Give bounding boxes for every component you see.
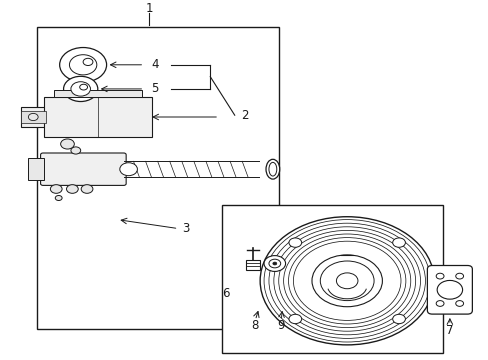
Text: 1: 1 — [145, 3, 153, 15]
Circle shape — [436, 280, 462, 299]
Circle shape — [60, 48, 106, 82]
Circle shape — [435, 301, 443, 306]
Circle shape — [455, 301, 463, 306]
Circle shape — [61, 139, 74, 149]
Text: 3: 3 — [182, 222, 189, 235]
Bar — [222, 205, 442, 353]
Circle shape — [120, 163, 137, 176]
Circle shape — [50, 185, 62, 193]
Ellipse shape — [268, 162, 276, 176]
Circle shape — [69, 55, 97, 75]
Bar — [245, 260, 259, 270]
Circle shape — [63, 76, 98, 102]
Circle shape — [288, 314, 301, 324]
Bar — [20, 107, 46, 127]
Circle shape — [80, 84, 87, 90]
Bar — [54, 90, 142, 97]
Circle shape — [272, 262, 276, 265]
Text: 5: 5 — [151, 82, 159, 95]
Circle shape — [264, 256, 285, 271]
Circle shape — [81, 185, 93, 193]
Bar — [37, 27, 278, 329]
Circle shape — [392, 238, 405, 247]
Circle shape — [288, 238, 301, 247]
Circle shape — [392, 314, 405, 324]
Ellipse shape — [265, 159, 279, 179]
Bar — [44, 97, 151, 137]
Circle shape — [66, 185, 78, 193]
FancyBboxPatch shape — [41, 153, 126, 185]
Text: 2: 2 — [240, 109, 248, 122]
Text: 7: 7 — [445, 324, 453, 337]
Circle shape — [455, 273, 463, 279]
Text: 4: 4 — [151, 58, 159, 71]
Text: 6: 6 — [222, 287, 229, 300]
FancyBboxPatch shape — [427, 266, 471, 314]
Circle shape — [268, 259, 280, 268]
Circle shape — [83, 58, 93, 66]
Circle shape — [435, 273, 443, 279]
Text: 8: 8 — [251, 319, 259, 332]
Bar — [20, 111, 46, 123]
Text: 9: 9 — [277, 319, 285, 332]
Circle shape — [28, 113, 38, 121]
Circle shape — [71, 82, 90, 96]
Circle shape — [55, 195, 62, 201]
Circle shape — [71, 147, 81, 154]
Bar — [28, 158, 44, 180]
